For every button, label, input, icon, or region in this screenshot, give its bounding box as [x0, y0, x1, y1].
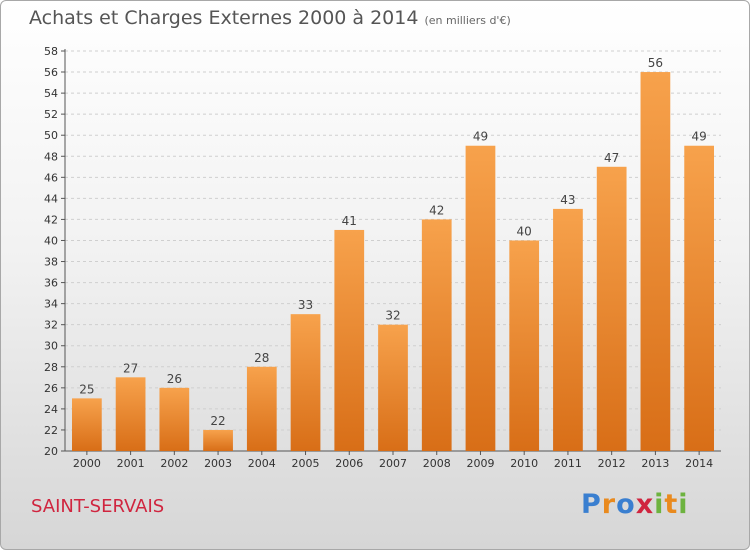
y-tick-label: 42	[44, 213, 58, 226]
bar	[465, 145, 496, 451]
y-tick-label: 30	[44, 340, 58, 353]
x-tick-label: 2003	[204, 457, 232, 470]
bar	[509, 240, 540, 451]
chart-title-text: Achats et Charges Externes 2000 à 2014	[29, 7, 419, 29]
bar-value-label: 22	[210, 414, 225, 428]
x-tick-label: 2012	[598, 457, 626, 470]
y-tick-label: 54	[44, 87, 58, 100]
bar	[203, 429, 233, 451]
y-tick-label: 20	[44, 445, 58, 458]
y-tick-label: 58	[44, 45, 58, 58]
x-tick-label: 2004	[248, 457, 276, 470]
x-tick-label: 2002	[160, 457, 188, 470]
x-tick-label: 2014	[685, 457, 713, 470]
bar-value-label: 25	[79, 382, 94, 396]
logo-letter: x	[635, 489, 655, 520]
bar	[684, 145, 715, 451]
y-tick-label: 38	[44, 256, 58, 269]
bar-value-label: 32	[385, 309, 400, 323]
bar	[290, 314, 321, 451]
x-tick-label: 2013	[641, 457, 669, 470]
chart-title: Achats et Charges Externes 2000 à 2014 (e…	[29, 7, 511, 29]
bar-value-label: 42	[429, 203, 444, 217]
bar-value-label: 56	[648, 56, 663, 70]
y-tick-label: 48	[44, 150, 58, 163]
y-tick-label: 22	[44, 424, 58, 437]
y-tick-label: 56	[44, 66, 58, 79]
bar	[421, 219, 452, 451]
bar	[115, 377, 146, 451]
axes: 20 22 24 26 28 30 32 34 36 38 40 42 44 46 48 50 52 54 56 58…	[44, 45, 721, 470]
bar-value-label: 43	[560, 193, 575, 207]
x-tick-label: 2009	[466, 457, 494, 470]
y-tick-label: 36	[44, 277, 58, 290]
bar	[246, 366, 277, 451]
bar-value-label: 49	[473, 130, 488, 144]
bar-value-label: 26	[167, 372, 182, 386]
y-tick-label: 44	[44, 192, 58, 205]
bar	[334, 229, 365, 451]
proxiti-logo: Proxiti	[581, 489, 689, 520]
bar-value-label: 27	[123, 361, 138, 375]
town-name: SAINT-SERVAIS	[31, 496, 165, 517]
bars	[71, 72, 715, 451]
y-tick-label: 28	[44, 361, 58, 374]
logo-letter: i	[654, 489, 665, 520]
logo-letter: o	[616, 489, 636, 520]
y-tick-label: 32	[44, 319, 58, 332]
y-tick-label: 40	[44, 234, 58, 247]
y-tick-label: 52	[44, 108, 58, 121]
bar	[596, 166, 627, 451]
bar-value-label: 40	[517, 224, 532, 238]
logo-letter: t	[664, 489, 679, 520]
logo-letter: r	[601, 489, 617, 520]
bar-value-label: 28	[254, 351, 269, 365]
x-tick-label: 2010	[510, 457, 538, 470]
y-tick-label: 34	[44, 298, 58, 311]
y-tick-label: 50	[44, 129, 58, 142]
logo-letter: i	[678, 489, 689, 520]
y-tick-label: 24	[44, 403, 58, 416]
x-tick-label: 2000	[73, 457, 101, 470]
bar	[159, 387, 190, 451]
bar	[640, 72, 671, 451]
bar-value-label: 47	[604, 151, 619, 165]
bar	[378, 324, 408, 451]
bar	[553, 208, 583, 451]
data-labels: 25 27 26 22 28 33 41 32 42 49 40 43 47 56 49	[79, 56, 707, 428]
chart-subtitle: (en milliers d'€)	[424, 14, 511, 27]
y-tick-label: 46	[44, 171, 58, 184]
x-tick-label: 2011	[554, 457, 582, 470]
x-tick-label: 2006	[335, 457, 363, 470]
logo-letter: P	[581, 489, 602, 520]
bar-value-label: 41	[342, 214, 357, 228]
bar	[71, 398, 102, 451]
bar-value-label: 33	[298, 298, 313, 312]
x-tick-label: 2008	[423, 457, 451, 470]
x-tick-label: 2001	[117, 457, 145, 470]
x-tick-label: 2005	[292, 457, 320, 470]
bar-value-label: 49	[691, 130, 706, 144]
y-tick-label: 26	[44, 382, 58, 395]
x-tick-label: 2007	[379, 457, 407, 470]
